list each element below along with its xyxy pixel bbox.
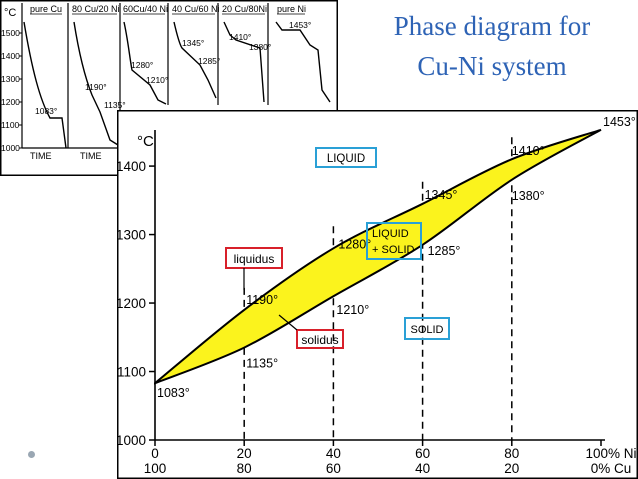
time-label: TIME — [30, 151, 52, 161]
cooling-y-unit: °C — [4, 7, 16, 19]
y-axis-ticks: 1000 1100 1200 1300 1400 — [117, 159, 155, 448]
phase-y-unit: °C — [137, 133, 154, 150]
arrest-label: 1453° — [289, 20, 311, 30]
x-tick-label-cu: 60 — [326, 461, 341, 476]
cooling-y-tick-label: 1400 — [1, 51, 20, 61]
temperature-point-label: 1210° — [336, 303, 369, 317]
y-tick-label: 1400 — [117, 159, 146, 174]
arrest-label: 1285° — [198, 56, 220, 66]
temperature-point-label: 1135° — [246, 357, 278, 371]
x-tick-label-ni: 0 — [151, 446, 159, 461]
liquid-label: LIQUID — [327, 153, 365, 165]
point-labels: 1083° 1190° 1135° 1280° 1210° 1345° 1285° 1410°… — [157, 115, 636, 400]
temperature-point-label: 1345° — [425, 188, 458, 202]
x-tick-label-ni: 20 — [237, 446, 252, 461]
y-tick-label: 1200 — [117, 296, 146, 311]
title-line-2: Cu-Ni system — [417, 51, 567, 81]
x-tick-label-cu: 100 — [144, 461, 167, 476]
solid-label-box — [404, 317, 450, 340]
x-tick-label-ni: 40 — [326, 446, 341, 461]
cooling-y-tick-label: 1000 — [1, 143, 20, 153]
arrest-label: 1135° — [104, 100, 126, 110]
arrest-label: 1410° — [229, 32, 251, 42]
curve-label-60cu: 60Cu/40 Ni — [123, 4, 168, 14]
temperature-point-label: 1453° — [603, 115, 636, 129]
x-tick-label-cu: 40 — [415, 461, 430, 476]
liquid-solid-label-box — [366, 222, 422, 260]
x-tick-label-ni: 60 — [415, 446, 430, 461]
curve-label-20cu: 20 Cu/80Ni — [222, 4, 267, 14]
x-tick-label-cu: 20 — [504, 461, 519, 476]
title-line-1: Phase diagram for — [393, 11, 591, 41]
cooling-y-tick-label: 1100 — [1, 120, 20, 130]
x-tick-label-ni: 80 — [504, 446, 519, 461]
arrest-label: 1280° — [131, 60, 153, 70]
temperature-point-label: 1280° — [338, 237, 371, 251]
slide-title: Phase diagram for Cu-Ni system — [352, 6, 632, 86]
x-tick-label-ni: 100% Ni — [585, 446, 636, 461]
temperature-point-label: 1410° — [512, 144, 545, 158]
cooling-curve-pure-cu — [23, 21, 67, 149]
cooling-curve-40cu — [173, 21, 217, 99]
curve-label-80cu: 80 Cu/20 Ni — [72, 4, 120, 14]
arrest-label: 1083° — [35, 106, 57, 116]
curve-label-pure-cu: pure Cu — [30, 4, 62, 14]
solidus-label-box — [296, 329, 344, 349]
liquid-solid-label-line1: LIQUID — [372, 228, 409, 240]
liquidus-label: liquidus — [234, 252, 275, 266]
bullet-dot — [28, 451, 35, 458]
solidus-label: solidus — [301, 333, 338, 347]
x-tick-label-cu: 0% Cu — [591, 461, 632, 476]
cooling-curve-60cu — [123, 21, 167, 105]
curve-label-pure-ni: pure Ni — [277, 4, 306, 14]
x-tick-label-cu: 80 — [237, 461, 252, 476]
solidus-leader — [278, 314, 298, 331]
liquid-solid-region — [154, 128, 602, 385]
arrest-label: 1380° — [249, 42, 271, 52]
cooling-y-tick-label: 1300 — [1, 74, 20, 84]
temperature-point-label: 1380° — [512, 189, 545, 203]
solid-label: SOLID — [410, 324, 443, 336]
time-label: TIME — [80, 151, 102, 161]
arrest-label: 1345° — [182, 38, 204, 48]
temperature-point-label: 1285° — [428, 244, 461, 258]
liquid-label-box — [315, 147, 377, 168]
temperature-point-label: 1190° — [246, 293, 278, 307]
arrest-label: 1190° — [85, 82, 107, 92]
curve-label-40cu: 40 Cu/60 Ni — [172, 4, 220, 14]
y-tick-label: 1100 — [117, 365, 146, 380]
cooling-curve-80cu — [73, 21, 119, 146]
cooling-y-tick-label: 1500 — [1, 28, 20, 38]
cooling-curve-pure-ni — [275, 21, 331, 103]
y-tick-label: 1300 — [117, 228, 146, 243]
liquidus-label-box — [225, 247, 283, 269]
cooling-y-tick-label: 1200 — [1, 97, 20, 107]
arrest-label: 1210° — [146, 75, 168, 85]
y-tick-label: 1000 — [117, 433, 146, 448]
liquid-solid-label-line2: + SOLID — [372, 244, 415, 256]
temperature-point-label: 1083° — [157, 386, 190, 400]
cooling-curve-20cu — [223, 21, 265, 103]
